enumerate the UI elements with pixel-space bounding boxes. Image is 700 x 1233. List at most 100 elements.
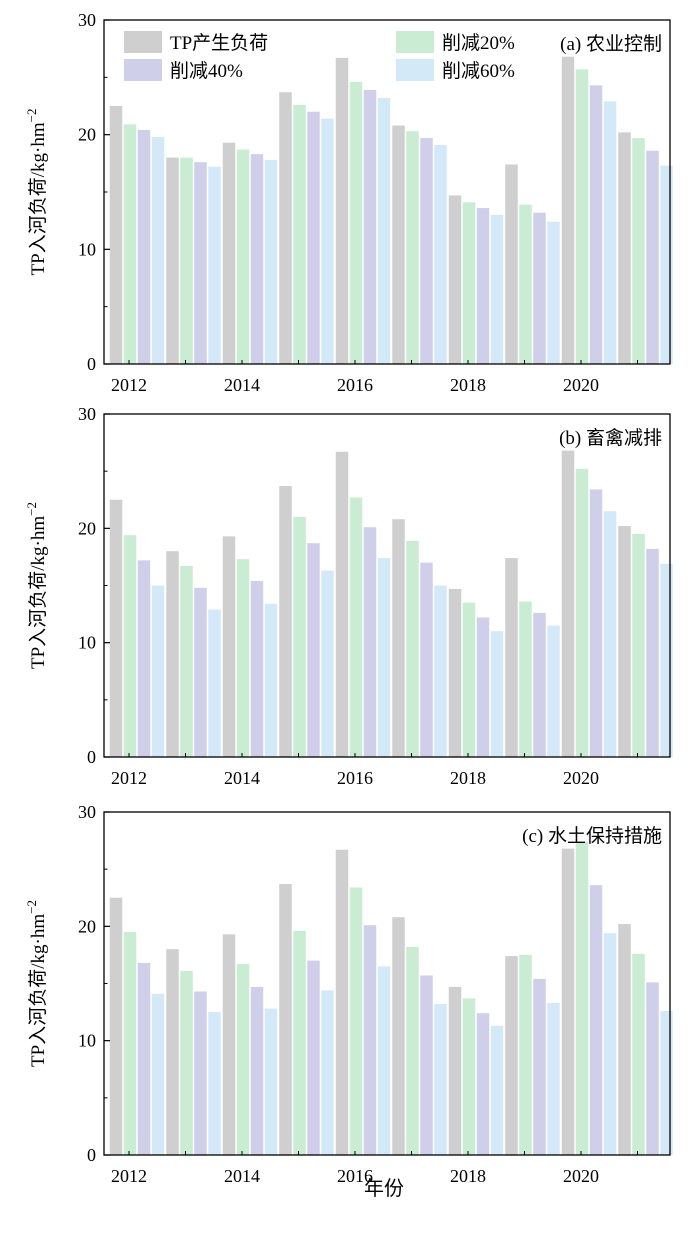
bar-2015-series-1 (279, 92, 292, 365)
bar-2018-series-1 (448, 195, 462, 364)
bar-2019-series-1 (505, 956, 518, 1155)
bar-2016-series-3 (363, 925, 377, 1155)
bar-2013-series-4 (208, 609, 221, 757)
x-tick-label: 2012 (111, 768, 147, 788)
bar-2020-series-3 (589, 885, 603, 1155)
bar-2012-series-4 (151, 136, 165, 364)
bar-2018-series-3 (476, 1013, 490, 1155)
bar-2013-series-2 (180, 970, 193, 1155)
bar-2017-series-1 (392, 519, 405, 757)
bar-2012-series-4 (151, 993, 165, 1155)
legend: TP产生负荷 削减20% 削减40% 削减60% (124, 31, 515, 82)
bar-2015-series-1 (279, 884, 292, 1155)
bar-2012-series-1 (109, 897, 123, 1155)
bar-2021-series-4 (660, 1010, 673, 1155)
bar-2021-series-2 (632, 138, 645, 364)
x-tick-label: 2014 (224, 375, 260, 395)
bar-2018-series-2 (462, 202, 476, 364)
panel-title: (c) 水土保持措施 (522, 825, 662, 847)
bar-2016-series-1 (335, 57, 349, 365)
panel-title: (a) 农业控制 (560, 33, 662, 55)
legend-swatch (396, 59, 434, 81)
y-axis-label-main: TP入河负荷/kg·hm (27, 122, 49, 275)
bar-2017-series-4 (434, 585, 447, 757)
bar-2017-series-3 (420, 562, 433, 757)
bar-2013-series-1 (166, 551, 179, 757)
bar-2015-series-2 (293, 516, 306, 757)
bar-2016-series-3 (363, 89, 377, 364)
y-tick-label: 20 (78, 125, 96, 145)
bar-2019-series-3 (533, 212, 546, 364)
bar-2019-series-1 (505, 558, 518, 757)
bar-2014-series-1 (222, 536, 236, 757)
bar-2021-series-1 (618, 132, 631, 364)
bar-2013-series-4 (208, 166, 221, 364)
bar-2015-series-3 (307, 111, 320, 364)
bar-2012-series-2 (123, 535, 137, 757)
bar-2014-series-1 (222, 142, 236, 364)
y-tick-label: 0 (87, 747, 96, 767)
y-axis-label-superscript: −2 (24, 502, 39, 516)
bar-2018-series-4 (490, 631, 504, 757)
bar-2021-series-4 (660, 165, 673, 364)
y-tick-label: 10 (78, 633, 96, 653)
x-tick-label: 2012 (111, 1166, 147, 1186)
bar-2014-series-2 (236, 149, 250, 364)
bar-2014-series-3 (250, 154, 264, 364)
y-axis-label-main: TP入河负荷/kg·hm (27, 516, 49, 669)
legend-label: 削减20% (442, 32, 515, 54)
chart-panel-a: 0 10 20 30 2012 2014 2016 2018 2020 (a) 农业控制 TP入河负… (24, 10, 673, 395)
bar-2019-series-1 (505, 164, 518, 364)
y-axis-label-superscript: −2 (24, 900, 39, 914)
bar-2017-series-1 (392, 125, 405, 365)
bar-2019-series-2 (519, 954, 532, 1155)
bar-2012-series-3 (137, 962, 151, 1155)
bar-2017-series-2 (406, 540, 419, 757)
panel-title: (b) 畜禽减排 (559, 427, 662, 449)
bar-2016-series-2 (349, 81, 363, 365)
legend-item-4: 削减60% (396, 59, 515, 82)
x-axis-label: 年份 (364, 1177, 404, 1200)
y-axis-label: TP入河负荷/kg·hm−2 (24, 900, 49, 1067)
y-tick-label: 10 (78, 239, 96, 259)
bar-2018-series-1 (448, 588, 462, 757)
bar-2016-series-2 (349, 887, 363, 1155)
bar-2016-series-3 (363, 527, 377, 757)
bar-2020-series-4 (603, 101, 617, 364)
bar-2020-series-1 (561, 848, 575, 1155)
bar-2013-series-2 (180, 157, 193, 364)
legend-label: 削减60% (442, 60, 515, 82)
bar-2021-series-3 (646, 548, 659, 757)
bar-2015-series-4 (321, 118, 334, 364)
bar-2012-series-4 (151, 585, 165, 757)
y-axis-label: TP入河负荷/kg·hm−2 (24, 109, 49, 276)
bar-2014-series-4 (264, 1008, 278, 1155)
bar-2012-series-1 (109, 499, 123, 757)
bar-2019-series-2 (519, 601, 532, 757)
bar-2020-series-3 (589, 85, 603, 365)
bar-2017-series-2 (406, 131, 419, 364)
bar-2014-series-2 (236, 559, 250, 757)
y-tick-label: 30 (78, 802, 96, 822)
bar-2013-series-2 (180, 566, 193, 757)
bar-2013-series-3 (194, 162, 207, 364)
bar-2012-series-1 (109, 106, 123, 364)
bar-2021-series-1 (618, 526, 631, 757)
x-tick-label: 2018 (450, 768, 486, 788)
bar-2018-series-1 (448, 986, 462, 1155)
bar-2018-series-4 (490, 1025, 504, 1155)
bar-2020-series-2 (575, 468, 589, 757)
bar-2019-series-4 (547, 1002, 560, 1155)
bar-2021-series-2 (632, 953, 645, 1155)
bar-2018-series-2 (462, 602, 476, 757)
bar-2020-series-2 (575, 841, 589, 1155)
y-axis-label: TP入河负荷/kg·hm−2 (24, 502, 49, 669)
bar-2014-series-2 (236, 964, 250, 1155)
bar-2020-series-1 (561, 450, 575, 757)
legend-swatch (124, 31, 162, 53)
bar-2020-series-2 (575, 69, 589, 364)
bar-2015-series-2 (293, 930, 306, 1155)
bar-2016-series-4 (377, 966, 391, 1155)
x-tick-label: 2014 (224, 768, 260, 788)
legend-item-1: TP产生负荷 (124, 31, 268, 54)
